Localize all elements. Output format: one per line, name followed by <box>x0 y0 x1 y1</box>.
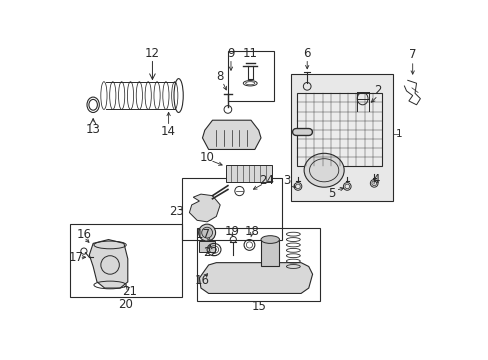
Text: 11: 11 <box>242 47 257 60</box>
Text: 14: 14 <box>161 125 176 138</box>
Bar <box>227 51 274 101</box>
Bar <box>297 93 381 166</box>
Bar <box>182 178 281 239</box>
Text: 8: 8 <box>216 70 224 83</box>
Text: 18: 18 <box>244 225 259 238</box>
Text: 23: 23 <box>168 204 183 217</box>
Text: 2: 2 <box>373 85 381 98</box>
Text: 17: 17 <box>195 228 210 240</box>
Text: 21: 21 <box>122 285 137 298</box>
Bar <box>290 74 393 201</box>
Text: 4: 4 <box>371 173 379 186</box>
Bar <box>197 228 320 301</box>
Ellipse shape <box>198 224 215 241</box>
Bar <box>261 239 279 266</box>
Text: 9: 9 <box>227 47 234 60</box>
Text: 16: 16 <box>76 228 91 240</box>
Bar <box>199 241 214 252</box>
Text: 7: 7 <box>408 48 416 61</box>
Text: 1: 1 <box>395 129 401 139</box>
Ellipse shape <box>261 236 279 243</box>
Ellipse shape <box>202 227 212 238</box>
Polygon shape <box>189 194 220 222</box>
Text: 12: 12 <box>144 47 160 60</box>
Text: 20: 20 <box>118 298 133 311</box>
Text: 3: 3 <box>282 174 289 187</box>
Text: 5: 5 <box>327 187 335 200</box>
Ellipse shape <box>304 153 344 187</box>
Polygon shape <box>89 239 127 288</box>
Text: 6: 6 <box>303 47 310 60</box>
Text: 17: 17 <box>69 251 83 264</box>
Text: 22: 22 <box>202 246 217 259</box>
Bar <box>70 224 182 297</box>
Polygon shape <box>199 263 312 293</box>
Text: 19: 19 <box>224 225 239 238</box>
Text: 15: 15 <box>251 300 265 313</box>
Text: 24: 24 <box>258 174 273 187</box>
Polygon shape <box>202 120 261 149</box>
Bar <box>225 165 271 182</box>
Text: 13: 13 <box>85 123 101 136</box>
Text: 16: 16 <box>195 274 209 287</box>
Text: 10: 10 <box>199 150 214 164</box>
